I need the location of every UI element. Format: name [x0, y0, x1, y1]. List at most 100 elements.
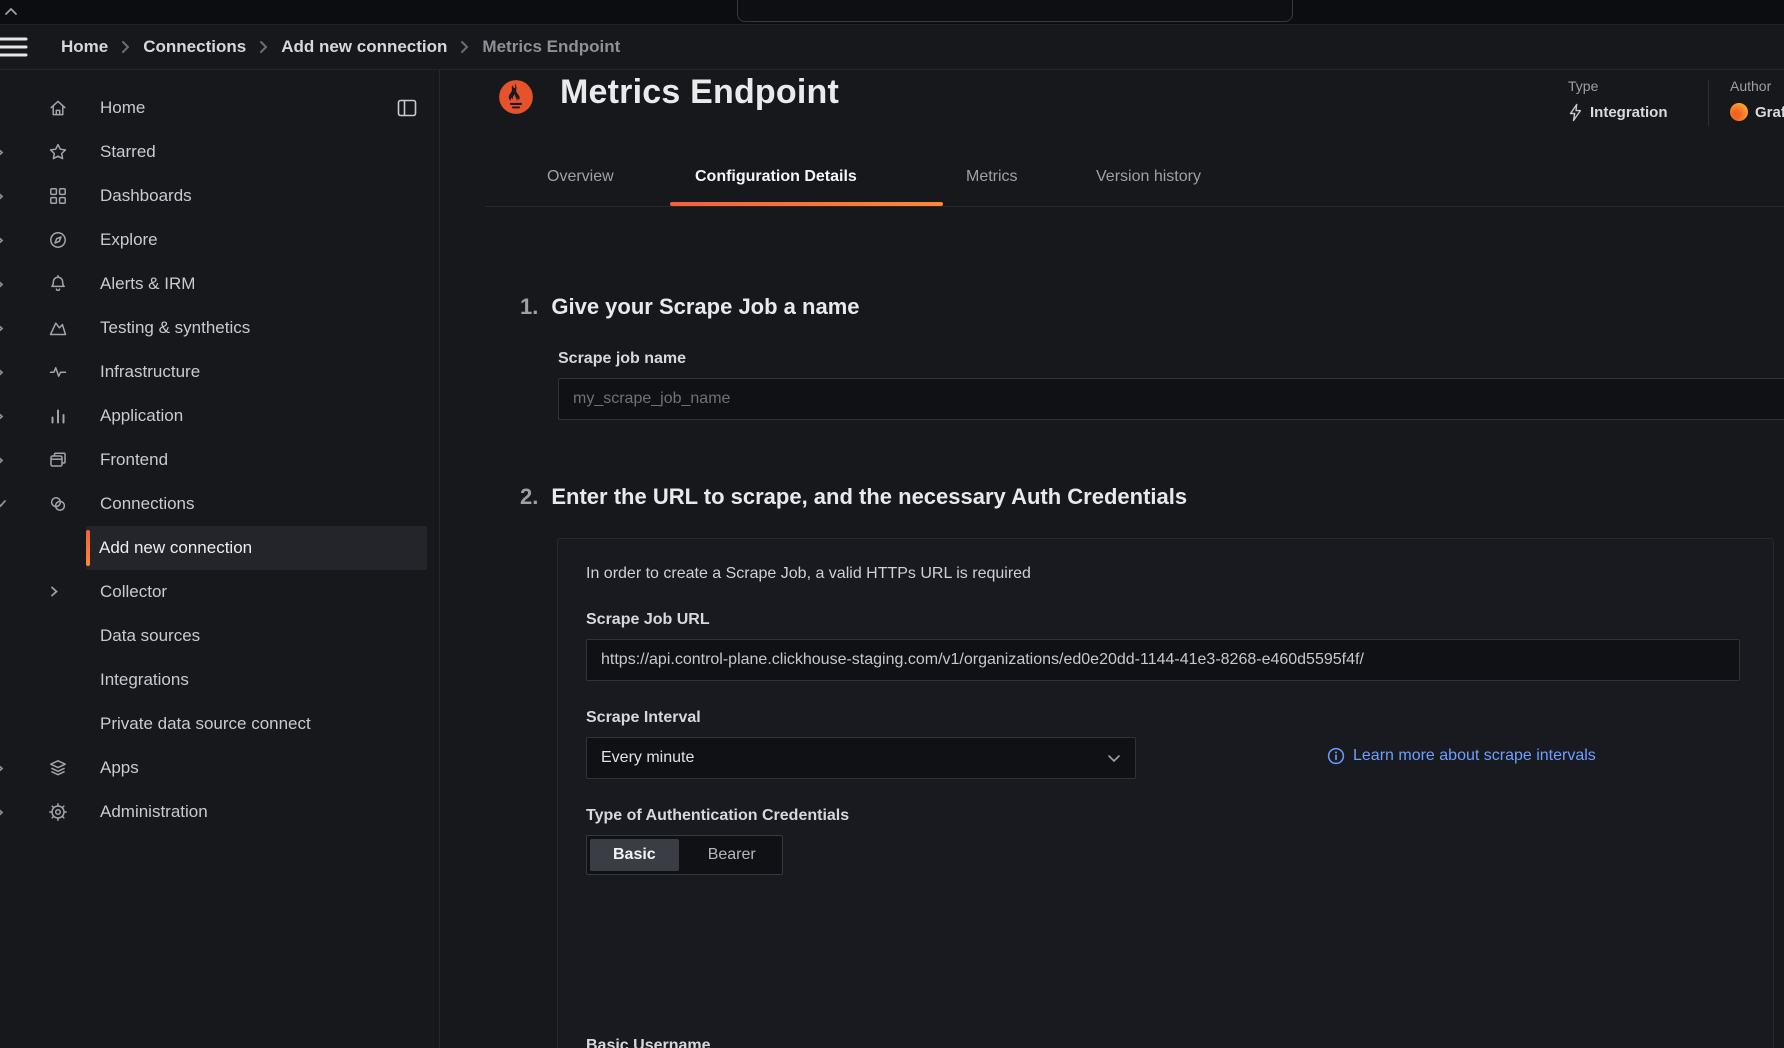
sidebar-item-alerts-irm[interactable]: Alerts & IRM — [0, 262, 439, 306]
chevron-right-icon — [460, 40, 469, 54]
scrape-config-panel: In order to create a Scrape Job, a valid… — [557, 538, 1774, 1048]
compass-icon — [48, 230, 68, 250]
menu-icon[interactable] — [0, 36, 34, 58]
sidebar-item-label: Home — [100, 98, 146, 117]
active-indicator — [86, 530, 90, 566]
sidebar-item-frontend[interactable]: Frontend — [0, 438, 439, 482]
sidebar-item-apps[interactable]: Apps — [0, 746, 439, 790]
chevron-right-icon — [0, 762, 5, 775]
sidebar-item-collector[interactable]: Collector — [0, 570, 439, 614]
search-input[interactable] — [737, 0, 1293, 22]
bar-chart-icon — [48, 406, 68, 426]
star-icon — [48, 142, 68, 162]
chevron-up-icon — [4, 7, 18, 16]
pulse-icon — [48, 362, 68, 382]
sidebar-item-administration[interactable]: Administration — [0, 790, 439, 834]
sidebar-item-label: Add new connection — [99, 538, 253, 557]
chevron-right-icon — [0, 322, 5, 335]
sidebar-item-label: Connections — [100, 494, 195, 513]
sidebar-item-explore[interactable]: Explore — [0, 218, 439, 262]
learn-more-link[interactable]: Learn more about scrape intervals — [1327, 747, 1596, 765]
sidebar-item-label: Application — [100, 406, 184, 425]
sidebar-item-data-sources[interactable]: Data sources — [0, 614, 439, 658]
nav-sidebar: Home Starred Dashboards Explore Alerts &… — [0, 70, 440, 1048]
home-icon — [48, 98, 68, 118]
breadcrumb-connections[interactable]: Connections — [143, 37, 247, 56]
chevron-right-icon — [0, 190, 5, 203]
meta-author-label: Author — [1730, 78, 1772, 94]
k6-mountain-icon — [48, 318, 68, 338]
scrape-interval-label: Scrape Interval — [586, 709, 701, 726]
chevron-right-icon — [0, 234, 5, 247]
page-title: Metrics Endpoint — [560, 73, 839, 111]
bell-icon — [48, 274, 68, 294]
section-2-heading: 2. Enter the URL to scrape, and the nece… — [520, 484, 1187, 510]
basic-username-label: Basic Username — [586, 1037, 711, 1048]
scrape-job-name-input[interactable] — [558, 378, 1784, 420]
chevron-down-icon — [0, 498, 7, 509]
scrape-interval-select[interactable]: Every minute — [586, 737, 1136, 779]
chevron-down-icon — [1107, 754, 1121, 763]
meta-author-value: Grafana — [1755, 103, 1784, 121]
frontend-windows-icon — [48, 450, 68, 470]
chevron-right-icon — [0, 454, 5, 467]
learn-more-link-text: Learn more about scrape intervals — [1353, 747, 1596, 764]
sidebar-item-infrastructure[interactable]: Infrastructure — [0, 350, 439, 394]
main-content: Metrics Endpoint Type Integration Author… — [440, 70, 1784, 1048]
auth-option-basic[interactable]: Basic — [590, 839, 679, 871]
sidebar-item-add-new-connection[interactable]: Add new connection — [86, 526, 427, 570]
chevron-right-icon — [0, 806, 5, 819]
sidebar-item-testing-synthetics[interactable]: Testing & synthetics — [0, 306, 439, 350]
divider — [485, 206, 1784, 207]
tab-version-history[interactable]: Version history — [1096, 168, 1201, 185]
prometheus-icon — [498, 79, 534, 115]
breadcrumb: Home Connections Add new connection Metr… — [61, 37, 620, 57]
collapse-sidebar-icon[interactable] — [397, 99, 417, 117]
dashboards-icon — [48, 186, 68, 206]
scrape-interval-value: Every minute — [601, 749, 695, 766]
sidebar-item-private-data-source-connect[interactable]: Private data source connect — [0, 702, 439, 746]
sidebar-item-label: Alerts & IRM — [100, 274, 196, 293]
url-requirement-text: In order to create a Scrape Job, a valid… — [586, 565, 1031, 582]
sidebar-item-label: Starred — [100, 142, 156, 161]
section-2-number: 2. — [520, 484, 539, 509]
section-1-title: Give your Scrape Job a name — [551, 294, 860, 319]
scrape-job-url-label: Scrape Job URL — [586, 611, 710, 628]
meta-type-value: Integration — [1590, 104, 1668, 121]
breadcrumb-bar: Home Connections Add new connection Metr… — [0, 25, 1784, 70]
sidebar-item-dashboards[interactable]: Dashboards — [0, 174, 439, 218]
chevron-right-icon — [0, 278, 5, 291]
gear-icon — [48, 802, 68, 822]
sidebar-item-label: Testing & synthetics — [100, 318, 251, 337]
tab-metrics[interactable]: Metrics — [966, 168, 1018, 185]
info-icon — [1327, 747, 1345, 765]
grafana-logo-icon — [1730, 103, 1748, 121]
chevron-right-icon — [0, 410, 5, 423]
chevron-right-icon — [0, 366, 5, 379]
meta-type: Type Integration — [1568, 78, 1668, 122]
active-tab-indicator — [670, 202, 943, 206]
sidebar-item-home[interactable]: Home — [0, 86, 439, 130]
sidebar-item-label: Frontend — [100, 450, 169, 469]
section-2-title: Enter the URL to scrape, and the necessa… — [551, 484, 1188, 509]
sidebar-item-label: Explore — [100, 230, 158, 249]
breadcrumb-add-new-connection[interactable]: Add new connection — [281, 37, 448, 56]
layers-icon — [48, 758, 68, 778]
auth-type-toggle: Basic Bearer — [586, 835, 783, 875]
sidebar-item-label: Dashboards — [100, 186, 192, 205]
sidebar-item-label: Infrastructure — [100, 362, 201, 381]
breadcrumb-home[interactable]: Home — [61, 37, 109, 56]
top-bar — [0, 0, 1784, 25]
sidebar-item-integrations[interactable]: Integrations — [0, 658, 439, 702]
tab-configuration-details[interactable]: Configuration Details — [695, 168, 857, 185]
tab-overview[interactable]: Overview — [547, 168, 614, 185]
sidebar-item-application[interactable]: Application — [0, 394, 439, 438]
section-1-number: 1. — [520, 294, 539, 319]
sidebar-item-label: Apps — [100, 758, 139, 777]
chevron-right-icon[interactable] — [48, 585, 60, 598]
auth-option-bearer[interactable]: Bearer — [707, 846, 756, 863]
sidebar-item-connections[interactable]: Connections — [0, 482, 439, 526]
scrape-job-url-input[interactable] — [586, 639, 1740, 681]
section-1-heading: 1. Give your Scrape Job a name — [520, 294, 860, 320]
sidebar-item-starred[interactable]: Starred — [0, 130, 439, 174]
